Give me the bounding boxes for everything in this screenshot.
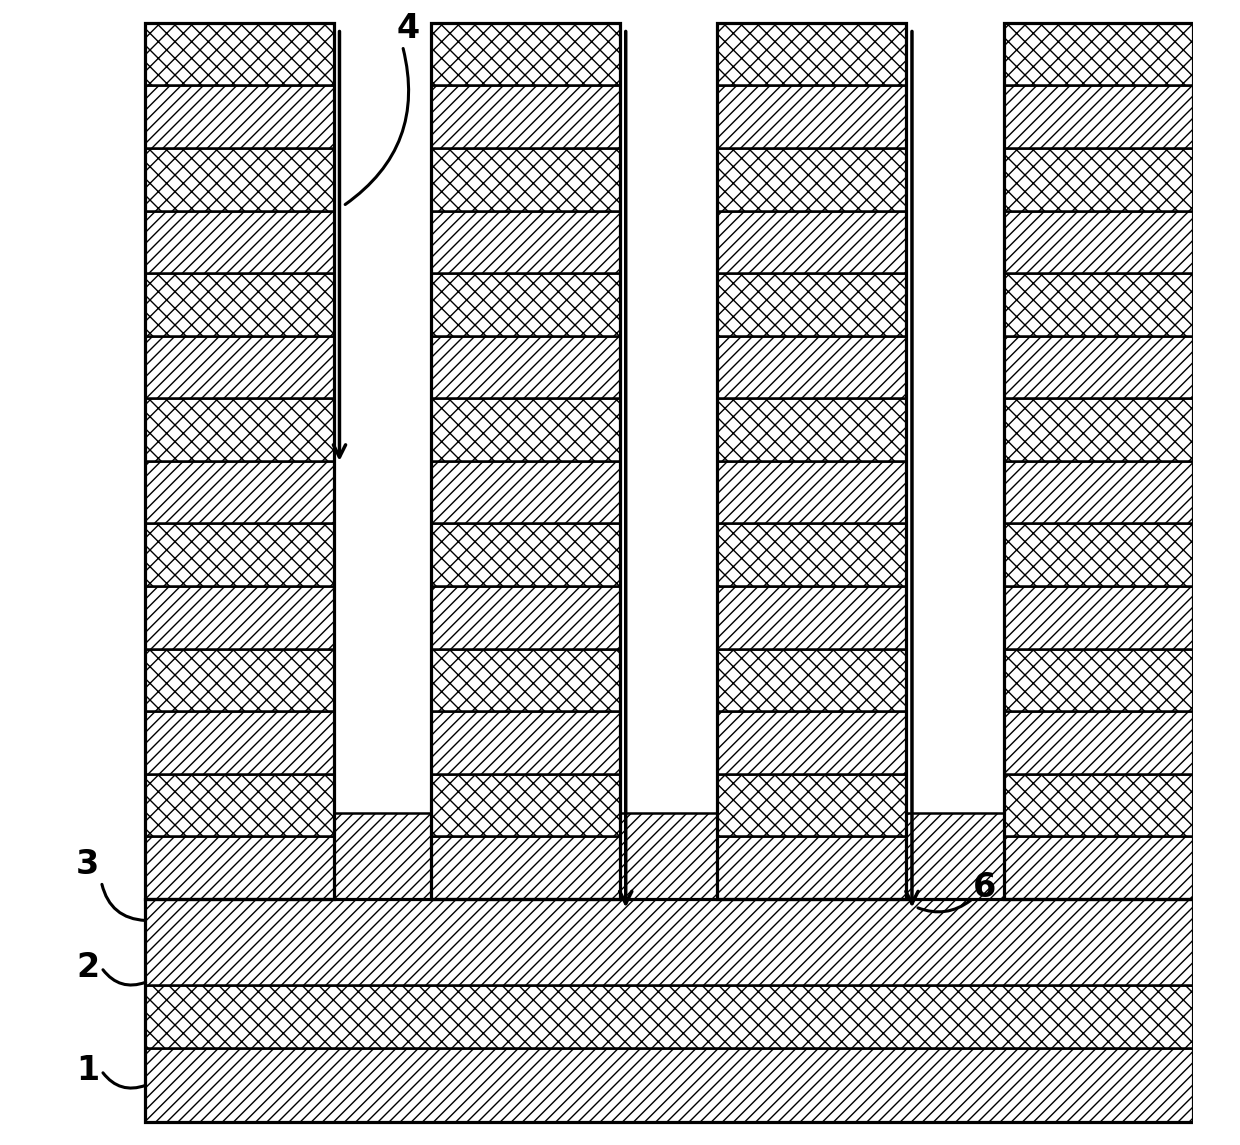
Bar xyxy=(145,23,334,86)
Text: 3: 3 xyxy=(76,848,99,881)
Text: 6: 6 xyxy=(972,871,996,903)
Bar xyxy=(334,23,432,899)
Bar xyxy=(620,813,717,899)
Bar xyxy=(432,586,620,648)
Bar xyxy=(145,899,1193,1122)
Bar xyxy=(717,211,906,274)
Bar xyxy=(145,711,334,774)
Bar xyxy=(1003,211,1193,274)
Bar xyxy=(145,836,334,899)
Bar xyxy=(334,813,432,899)
Bar xyxy=(1003,86,1193,148)
Bar xyxy=(145,211,334,274)
Bar xyxy=(717,23,906,899)
Bar xyxy=(1003,774,1193,836)
Bar xyxy=(717,523,906,586)
Bar xyxy=(717,586,906,648)
Bar xyxy=(432,23,620,86)
Bar xyxy=(145,398,334,461)
Bar xyxy=(717,86,906,148)
Bar xyxy=(1003,23,1193,86)
Text: 4: 4 xyxy=(397,13,419,45)
Bar xyxy=(717,836,906,899)
Bar xyxy=(145,899,1193,985)
Bar xyxy=(1003,23,1193,899)
Bar xyxy=(145,774,334,836)
Bar xyxy=(1003,711,1193,774)
Bar xyxy=(145,586,334,648)
Bar xyxy=(145,23,334,899)
Bar xyxy=(1003,836,1193,899)
Bar xyxy=(717,398,906,461)
Bar xyxy=(432,335,620,398)
Bar xyxy=(1003,148,1193,211)
Bar xyxy=(145,86,334,148)
Bar xyxy=(717,461,906,523)
Bar xyxy=(432,836,620,899)
Text: 1: 1 xyxy=(76,1055,99,1087)
Text: 2: 2 xyxy=(76,951,99,984)
Bar xyxy=(145,461,334,523)
Bar xyxy=(432,211,620,274)
Bar xyxy=(432,774,620,836)
Bar xyxy=(1003,586,1193,648)
Bar xyxy=(145,985,1193,1048)
Bar xyxy=(906,23,1003,899)
Bar xyxy=(717,23,906,86)
Bar xyxy=(145,523,334,586)
Bar xyxy=(906,813,1003,899)
Bar xyxy=(432,148,620,211)
Bar xyxy=(717,648,906,711)
Bar xyxy=(717,274,906,335)
Bar xyxy=(432,274,620,335)
Bar xyxy=(432,398,620,461)
Bar xyxy=(145,274,334,335)
Bar xyxy=(620,23,717,899)
Bar xyxy=(432,86,620,148)
Bar xyxy=(432,523,620,586)
Bar xyxy=(717,148,906,211)
Bar xyxy=(717,774,906,836)
Bar xyxy=(1003,335,1193,398)
Bar xyxy=(432,23,620,899)
Bar xyxy=(1003,461,1193,523)
Bar xyxy=(717,335,906,398)
Bar xyxy=(432,648,620,711)
Bar xyxy=(432,711,620,774)
Bar xyxy=(1003,398,1193,461)
Bar xyxy=(1003,648,1193,711)
Bar xyxy=(145,148,334,211)
Bar xyxy=(145,335,334,398)
Bar xyxy=(145,648,334,711)
Bar xyxy=(717,711,906,774)
Bar xyxy=(1003,523,1193,586)
Bar xyxy=(145,1048,1193,1122)
Bar xyxy=(1003,274,1193,335)
Bar xyxy=(432,461,620,523)
